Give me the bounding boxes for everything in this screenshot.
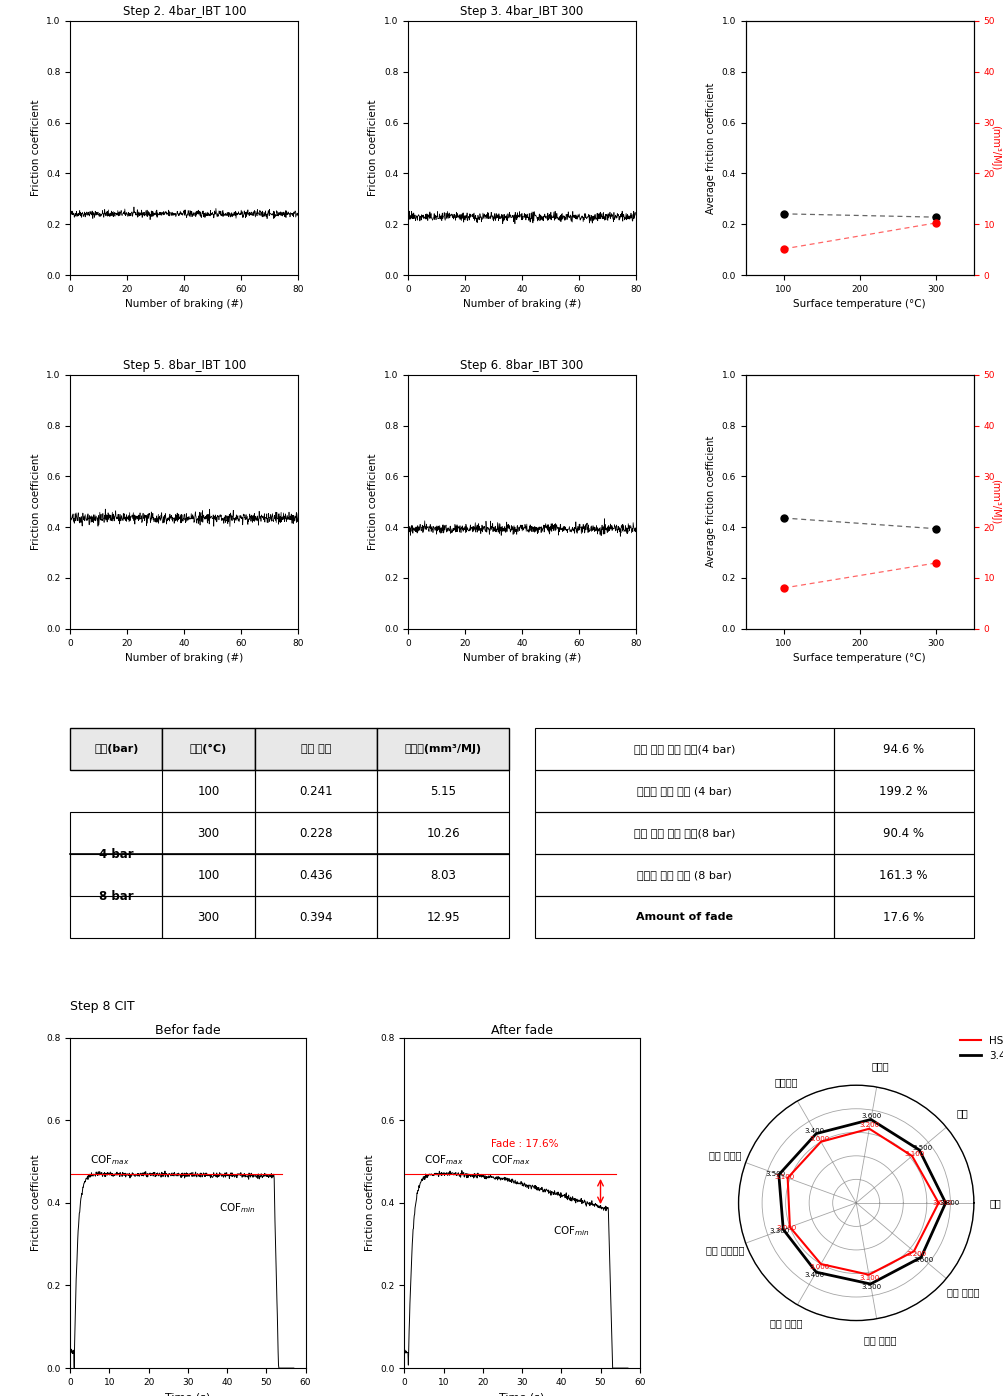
Bar bbox=[535, 854, 832, 896]
Text: 마찰 계수: 마찰 계수 bbox=[301, 744, 331, 754]
Y-axis label: Friction coefficient: Friction coefficient bbox=[31, 1154, 40, 1251]
Title: Step 6. 8bar_IBT 300: Step 6. 8bar_IBT 300 bbox=[460, 359, 583, 373]
X-axis label: Number of braking (#): Number of braking (#) bbox=[125, 653, 244, 663]
Text: 100: 100 bbox=[198, 785, 220, 799]
Text: 마모율(mm³/MJ): 마모율(mm³/MJ) bbox=[404, 744, 481, 754]
Text: COF$_{min}$: COF$_{min}$ bbox=[553, 1224, 590, 1238]
Text: 마모율 증가 비율 (4 bar): 마모율 증가 비율 (4 bar) bbox=[636, 786, 731, 796]
Text: 17.6 %: 17.6 % bbox=[883, 910, 924, 924]
X-axis label: Number of braking (#): Number of braking (#) bbox=[462, 299, 581, 310]
Text: COF$_{min}$: COF$_{min}$ bbox=[219, 1201, 256, 1215]
Bar bbox=[832, 729, 973, 771]
Text: 3.500: 3.500 bbox=[931, 1201, 951, 1206]
Y-axis label: Wear rate
(mm³/MJ): Wear rate (mm³/MJ) bbox=[989, 477, 1003, 526]
Title: After fade: After fade bbox=[490, 1023, 553, 1036]
X-axis label: Time (s): Time (s) bbox=[165, 1392, 211, 1396]
Bar bbox=[535, 771, 832, 812]
Text: 0.241: 0.241 bbox=[299, 785, 332, 799]
Text: 300: 300 bbox=[198, 910, 220, 924]
Bar bbox=[832, 771, 973, 812]
Bar bbox=[535, 729, 832, 771]
Bar bbox=[535, 812, 832, 854]
Text: 3.200: 3.200 bbox=[906, 1251, 926, 1256]
Text: 0.228: 0.228 bbox=[299, 826, 332, 840]
X-axis label: Number of braking (#): Number of braking (#) bbox=[462, 653, 581, 663]
Text: 마찰 계수 하락 비율(8 bar): 마찰 계수 하락 비율(8 bar) bbox=[633, 828, 734, 838]
Text: COF$_{max}$: COF$_{max}$ bbox=[423, 1153, 463, 1167]
Text: 마찰 계수 하락 비율(4 bar): 마찰 계수 하락 비율(4 bar) bbox=[633, 744, 734, 754]
Text: 온도(°C): 온도(°C) bbox=[190, 744, 227, 754]
Bar bbox=[832, 896, 973, 938]
Text: 3.500: 3.500 bbox=[911, 1145, 931, 1150]
Text: 94.6 %: 94.6 % bbox=[883, 743, 924, 755]
Text: 3.000: 3.000 bbox=[808, 1136, 828, 1142]
Y-axis label: Friction coefficient: Friction coefficient bbox=[364, 1154, 374, 1251]
Text: 4 bar: 4 bar bbox=[99, 847, 133, 861]
Text: 3.300: 3.300 bbox=[769, 1227, 789, 1234]
Y-axis label: Friction coefficient: Friction coefficient bbox=[368, 454, 378, 550]
X-axis label: Time (s): Time (s) bbox=[498, 1392, 545, 1396]
Text: 10.26: 10.26 bbox=[426, 826, 459, 840]
X-axis label: Surface temperature (°C): Surface temperature (°C) bbox=[792, 299, 925, 310]
Text: 5.15: 5.15 bbox=[429, 785, 455, 799]
Text: 100: 100 bbox=[198, 868, 220, 882]
Y-axis label: Average friction coefficient: Average friction coefficient bbox=[705, 82, 715, 214]
Bar bbox=[832, 854, 973, 896]
Text: 3.500: 3.500 bbox=[764, 1170, 784, 1177]
Y-axis label: Wear rate
(mm³/MJ): Wear rate (mm³/MJ) bbox=[989, 124, 1003, 172]
Text: 3.200: 3.200 bbox=[859, 1122, 879, 1128]
Text: 0.394: 0.394 bbox=[299, 910, 332, 924]
Text: 300: 300 bbox=[198, 826, 220, 840]
Text: 199.2 %: 199.2 % bbox=[879, 785, 927, 799]
Text: Step 8 CIT: Step 8 CIT bbox=[70, 1001, 134, 1013]
Title: Step 2. 4bar_IBT 100: Step 2. 4bar_IBT 100 bbox=[122, 6, 246, 18]
Text: 3.100: 3.100 bbox=[773, 1174, 793, 1180]
Text: 3.500: 3.500 bbox=[861, 1284, 881, 1290]
Text: 8.03: 8.03 bbox=[429, 868, 455, 882]
Bar bbox=[535, 896, 832, 938]
Text: 3.400: 3.400 bbox=[803, 1128, 823, 1134]
Text: 0.436: 0.436 bbox=[299, 868, 332, 882]
Legend: HSB3C, 3.4: HSB3C, 3.4 bbox=[955, 1032, 1003, 1065]
Title: Befor fade: Befor fade bbox=[155, 1023, 221, 1036]
Y-axis label: Friction coefficient: Friction coefficient bbox=[31, 454, 40, 550]
Text: 3.000: 3.000 bbox=[775, 1226, 796, 1231]
Bar bbox=[832, 812, 973, 854]
Text: 마모율 증가 비율 (8 bar): 마모율 증가 비율 (8 bar) bbox=[636, 870, 731, 881]
Text: 3.400: 3.400 bbox=[803, 1272, 823, 1279]
Text: COF$_{max}$: COF$_{max}$ bbox=[90, 1153, 129, 1167]
Text: COF$_{max}$: COF$_{max}$ bbox=[490, 1153, 530, 1167]
X-axis label: Surface temperature (°C): Surface temperature (°C) bbox=[792, 653, 925, 663]
Text: 3.000: 3.000 bbox=[808, 1263, 828, 1270]
Text: 3.600: 3.600 bbox=[913, 1256, 933, 1262]
Text: 압력(bar): 압력(bar) bbox=[94, 744, 138, 754]
Y-axis label: Friction coefficient: Friction coefficient bbox=[31, 99, 40, 197]
Text: 8 bar: 8 bar bbox=[99, 889, 133, 903]
Text: 3.600: 3.600 bbox=[861, 1113, 881, 1120]
Text: Fade : 17.6%: Fade : 17.6% bbox=[490, 1139, 558, 1149]
Text: 90.4 %: 90.4 % bbox=[883, 826, 924, 840]
Text: 161.3 %: 161.3 % bbox=[879, 868, 927, 882]
Y-axis label: Average friction coefficient: Average friction coefficient bbox=[705, 436, 715, 567]
Text: 12.95: 12.95 bbox=[426, 910, 459, 924]
Y-axis label: Friction coefficient: Friction coefficient bbox=[368, 99, 378, 197]
Title: Step 3. 4bar_IBT 300: Step 3. 4bar_IBT 300 bbox=[460, 6, 583, 18]
Text: 3.800: 3.800 bbox=[938, 1201, 958, 1206]
Text: 3.100: 3.100 bbox=[859, 1275, 879, 1282]
Text: 3.100: 3.100 bbox=[904, 1150, 924, 1157]
X-axis label: Number of braking (#): Number of braking (#) bbox=[125, 299, 244, 310]
Title: Step 5. 8bar_IBT 100: Step 5. 8bar_IBT 100 bbox=[122, 359, 246, 373]
Text: Amount of fade: Amount of fade bbox=[635, 912, 732, 923]
